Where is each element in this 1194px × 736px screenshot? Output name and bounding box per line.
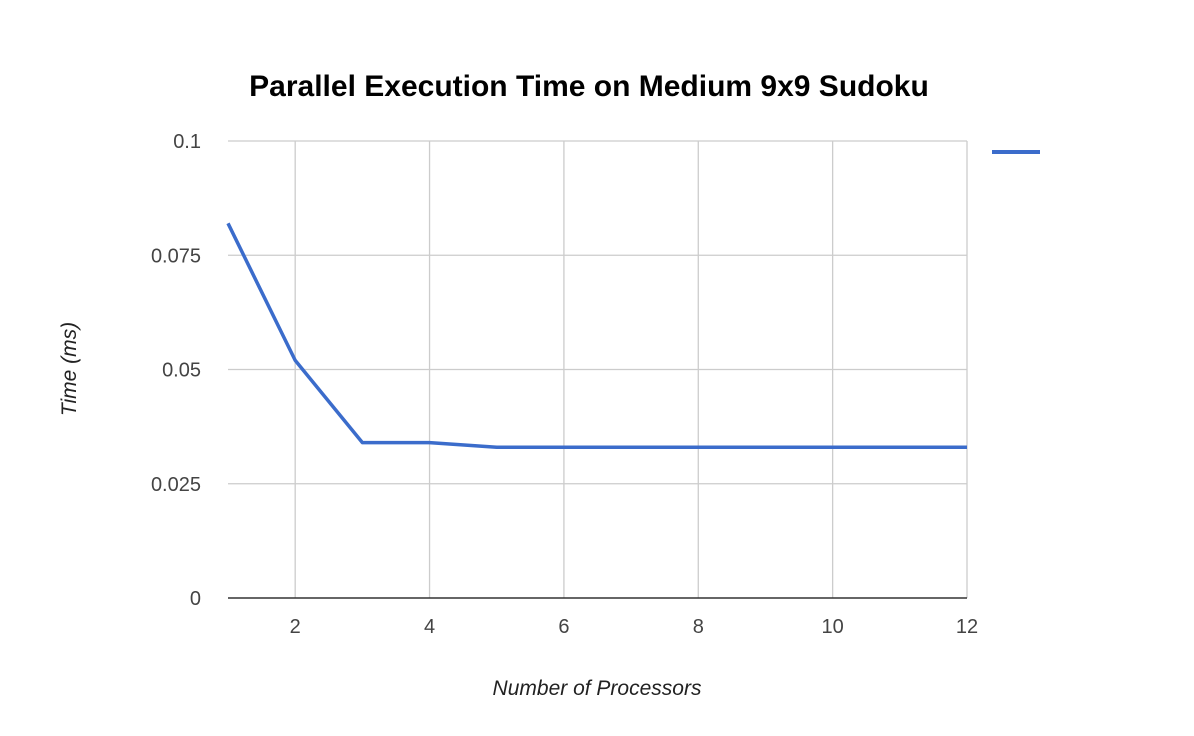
- gridlines: [228, 140, 968, 598]
- x-tick-label: 4: [424, 616, 435, 638]
- x-tick-label: 6: [558, 616, 569, 638]
- y-tick-label: 0.075: [151, 245, 201, 267]
- y-tick-label: 0.1: [173, 131, 201, 153]
- series-line: [226, 222, 967, 449]
- x-axis-label: Number of Processors: [493, 677, 702, 700]
- series-layer: [226, 222, 967, 449]
- x-tick-label: 2: [290, 616, 301, 638]
- y-tick-label: 0.05: [162, 360, 201, 382]
- chart-title: Parallel Execution Time on Medium 9x9 Su…: [249, 70, 929, 103]
- y-tick-label: 0: [190, 588, 201, 610]
- axes: 0 0.025 0.05 0.075 0.1 2 4 6 8 10 12: [151, 131, 978, 638]
- x-tick-label: 8: [693, 616, 704, 638]
- y-axis-label: Time (ms): [58, 322, 81, 416]
- x-tick-label: 10: [822, 616, 844, 638]
- y-tick-label: 0.025: [151, 474, 201, 496]
- x-tick-label: 12: [956, 616, 978, 638]
